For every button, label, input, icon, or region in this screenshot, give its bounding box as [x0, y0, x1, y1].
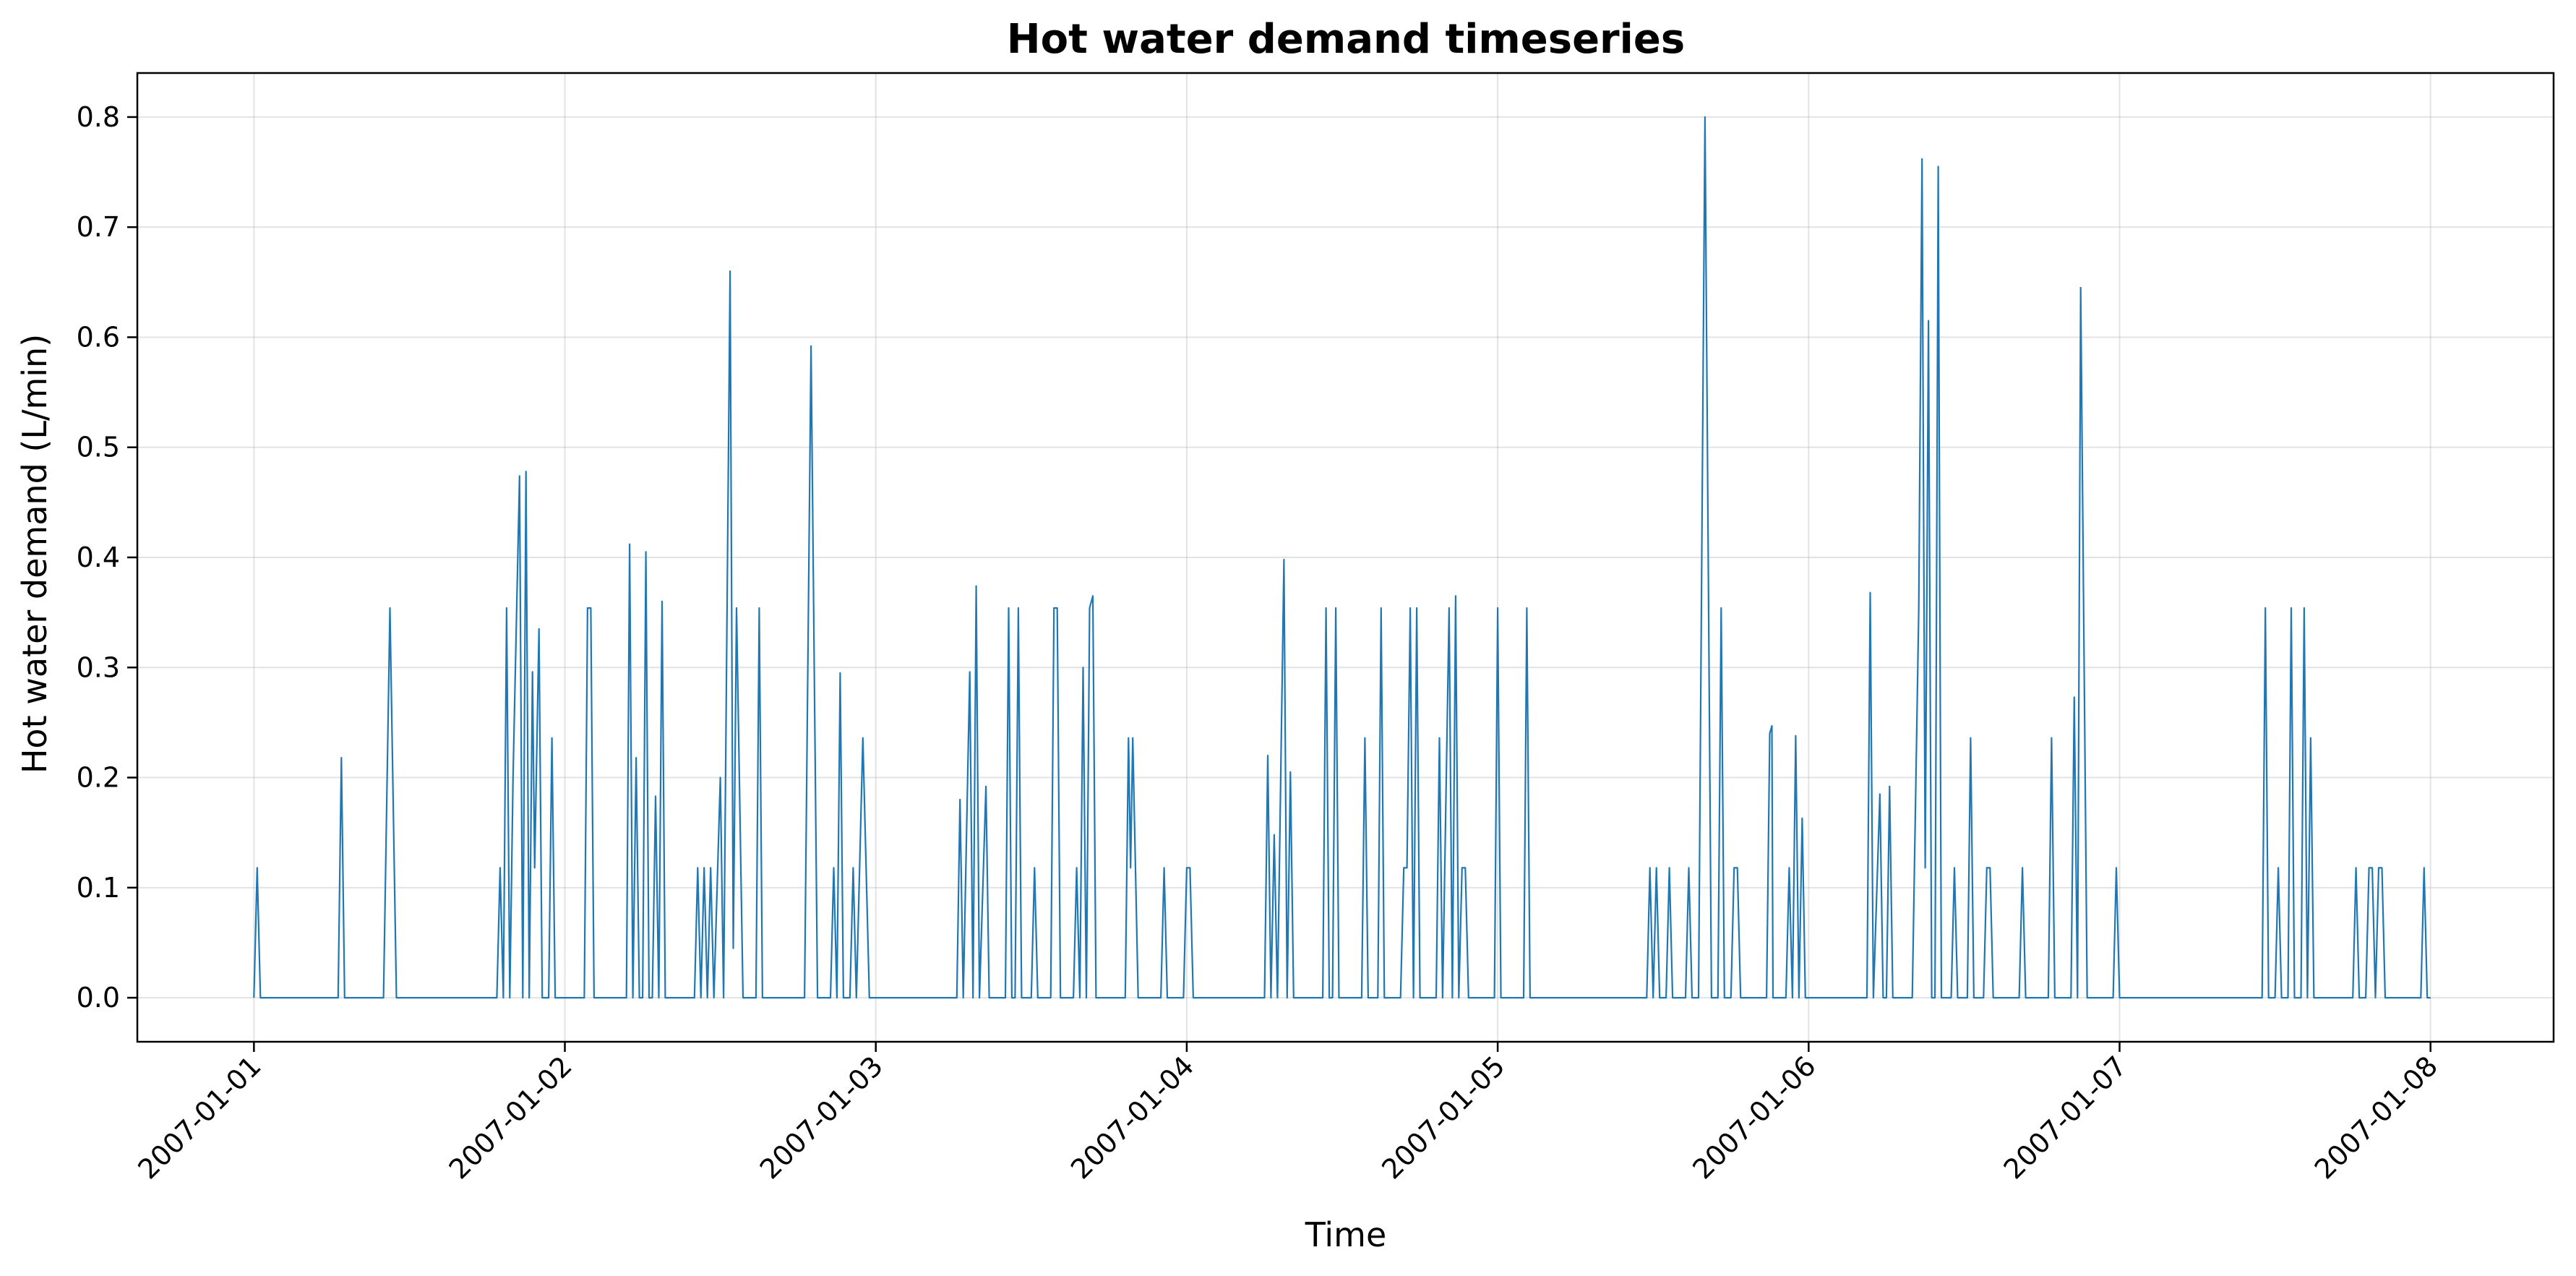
y-tick-label: 0.0: [77, 982, 120, 1014]
series-layer: [253, 116, 2431, 999]
x-axis-label: Time: [1305, 1215, 1387, 1254]
y-tick-label: 0.6: [77, 321, 120, 353]
y-axis-label: Hot water demand (L/min): [15, 334, 54, 774]
y-tick-label: 0.7: [77, 211, 120, 243]
chart-title: Hot water demand timeseries: [1007, 16, 1685, 63]
y-tick-label: 0.4: [77, 541, 120, 573]
y-tick-label: 0.5: [77, 432, 120, 463]
y-tick-label: 0.2: [77, 762, 120, 794]
y-tick-label: 0.1: [77, 872, 120, 904]
series-line: [253, 116, 2431, 999]
y-tick-label: 0.3: [77, 651, 120, 683]
y-tick-label: 0.8: [77, 101, 120, 133]
